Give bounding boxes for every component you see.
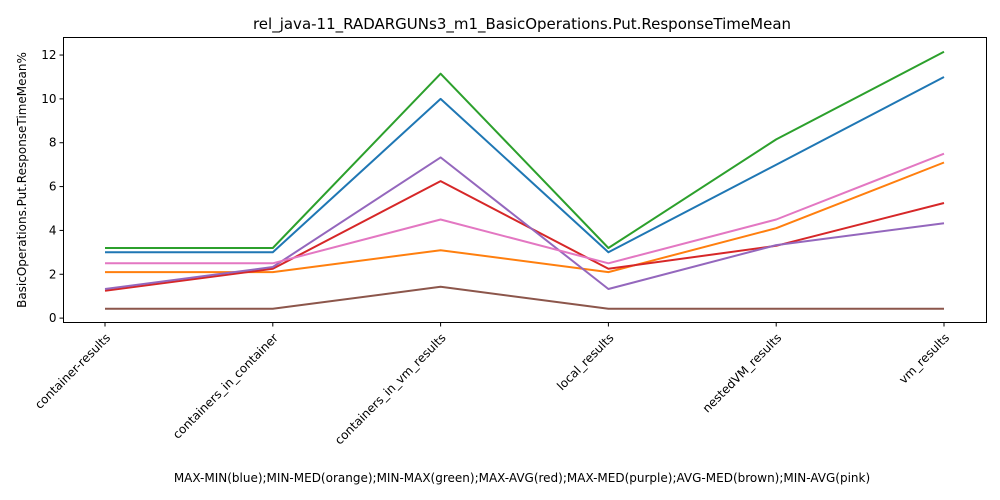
y-tick-label: 12 xyxy=(41,48,56,62)
y-tick-label: 10 xyxy=(41,92,56,106)
x-tick-label: nestedVM_results xyxy=(700,331,785,416)
x-axis: container-results containers_in_container… xyxy=(32,322,952,448)
chart-title: rel_java-11_RADARGUNs3_m1_BasicOperation… xyxy=(253,15,791,34)
y-tick-label: 4 xyxy=(49,223,57,237)
y-axis: 0 2 4 6 8 10 12 xyxy=(41,48,64,325)
y-tick-label: 6 xyxy=(49,180,57,194)
x-tick-label: container-results xyxy=(32,331,113,412)
y-axis-label: BasicOperations.Put.ResponseTimeMean% xyxy=(15,52,29,308)
series-line-5 xyxy=(104,156,945,290)
series-line-7 xyxy=(105,152,945,265)
x-tick-label: containers_in_container xyxy=(170,331,281,442)
x-tick-label: vm_results xyxy=(896,331,952,387)
x-axis-label: MAX-MIN(blue);MIN-MED(orange);MIN-MAX(gr… xyxy=(174,471,870,485)
series-layer xyxy=(104,50,945,310)
y-tick-label: 0 xyxy=(49,311,57,325)
series-line-1 xyxy=(105,76,945,254)
y-tick-label: 8 xyxy=(49,136,57,150)
x-tick-label: local_results xyxy=(554,331,616,393)
plot-area-frame xyxy=(63,37,987,323)
series-line-6 xyxy=(105,285,944,310)
x-tick-label: containers_in_vm_results xyxy=(332,331,449,448)
series-line-4 xyxy=(104,180,945,292)
series-line-2 xyxy=(105,161,945,274)
series-line-3 xyxy=(105,50,945,249)
y-tick-label: 2 xyxy=(49,267,57,281)
